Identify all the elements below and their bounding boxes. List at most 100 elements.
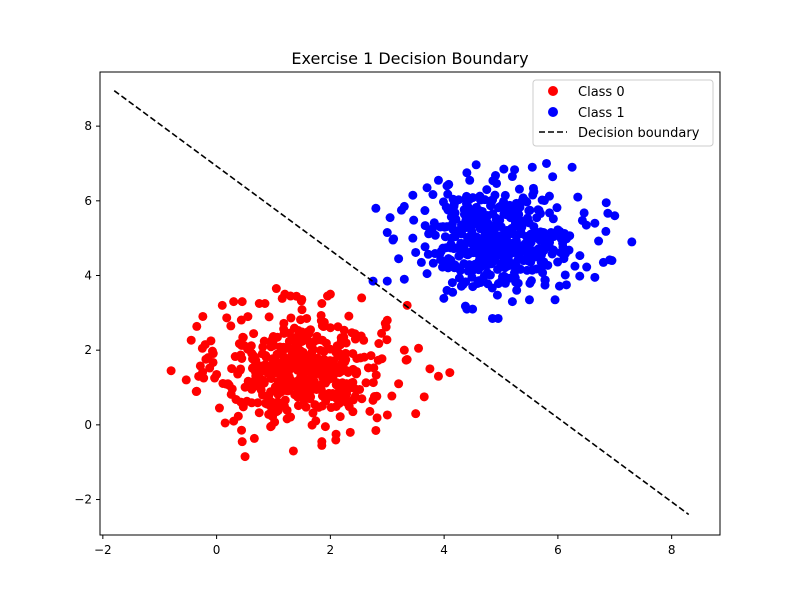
data-point: [231, 394, 241, 404]
data-point: [441, 243, 451, 253]
data-point: [227, 364, 237, 374]
data-point: [259, 378, 269, 388]
data-point: [387, 391, 397, 401]
data-point: [317, 368, 327, 378]
data-point: [194, 371, 204, 381]
data-point: [382, 410, 392, 420]
data-point: [286, 351, 296, 361]
data-point: [186, 335, 196, 345]
data-point: [507, 172, 517, 182]
data-point: [345, 427, 355, 437]
data-point: [454, 251, 464, 261]
data-point: [542, 232, 552, 242]
data-point: [284, 359, 294, 369]
data-point: [483, 279, 493, 289]
legend-marker-class-1: [548, 107, 558, 117]
data-point: [307, 341, 317, 351]
data-point: [229, 297, 239, 307]
data-point: [382, 228, 392, 238]
data-point: [280, 395, 290, 405]
data-point: [482, 185, 492, 195]
data-point: [420, 206, 430, 216]
data-point: [248, 354, 258, 364]
data-point: [465, 175, 475, 185]
data-point: [429, 218, 439, 228]
data-point: [205, 363, 215, 373]
data-point: [281, 385, 291, 395]
data-point: [511, 237, 521, 247]
x-tick-label: 2: [327, 543, 335, 557]
data-point: [357, 293, 367, 303]
data-point: [314, 381, 324, 391]
data-point: [420, 221, 430, 231]
data-point: [471, 160, 481, 170]
data-point: [325, 344, 335, 354]
y-tick-label: 8: [84, 119, 92, 133]
data-point: [208, 349, 218, 359]
data-point: [500, 227, 510, 237]
data-point: [233, 369, 243, 379]
legend-label-class-0: Class 0: [578, 85, 625, 100]
data-point: [166, 366, 176, 376]
data-point: [385, 213, 395, 223]
data-point: [482, 268, 492, 278]
data-point: [408, 190, 418, 200]
data-point: [455, 266, 465, 276]
data-point: [525, 205, 535, 215]
data-point: [325, 356, 335, 366]
data-point: [555, 226, 565, 236]
data-point: [444, 179, 454, 189]
data-point: [348, 377, 358, 387]
data-point: [279, 328, 289, 338]
data-point: [252, 367, 262, 377]
data-point: [428, 190, 438, 200]
data-point: [507, 297, 517, 307]
data-point: [261, 352, 271, 362]
data-point: [440, 222, 450, 232]
data-point: [357, 394, 367, 404]
data-point: [319, 322, 329, 332]
data-point: [450, 232, 460, 242]
x-tick-label: 0: [213, 543, 221, 557]
data-point: [339, 352, 349, 362]
data-point: [441, 202, 451, 212]
data-point: [344, 311, 354, 321]
data-point: [217, 300, 227, 310]
data-point: [273, 405, 283, 415]
data-point: [293, 385, 303, 395]
data-point: [371, 203, 381, 213]
data-point: [313, 353, 323, 363]
data-point: [573, 192, 583, 202]
data-point: [326, 403, 336, 413]
y-tick-label: 6: [84, 194, 92, 208]
data-point: [442, 285, 452, 295]
data-point: [590, 272, 600, 282]
data-point: [554, 281, 564, 291]
data-point: [542, 158, 552, 168]
data-point: [249, 329, 259, 339]
data-point: [475, 191, 485, 201]
data-point: [308, 367, 318, 377]
data-point: [236, 315, 246, 325]
data-point: [272, 349, 282, 359]
data-point: [222, 313, 232, 323]
data-point: [561, 280, 571, 290]
data-point: [537, 250, 547, 260]
data-point: [342, 396, 352, 406]
y-tick-label: 0: [84, 418, 92, 432]
data-point: [220, 418, 230, 428]
data-point: [445, 368, 455, 378]
data-point: [535, 209, 545, 219]
data-point: [522, 265, 532, 275]
data-point: [266, 387, 276, 397]
data-point: [508, 259, 518, 269]
data-point: [443, 189, 453, 199]
data-point: [214, 403, 224, 413]
data-point: [293, 392, 303, 402]
data-point: [419, 392, 429, 402]
data-point: [460, 220, 470, 230]
data-point: [514, 184, 524, 194]
legend-frame: [532, 79, 714, 147]
data-point: [468, 248, 478, 258]
data-point: [260, 299, 270, 308]
